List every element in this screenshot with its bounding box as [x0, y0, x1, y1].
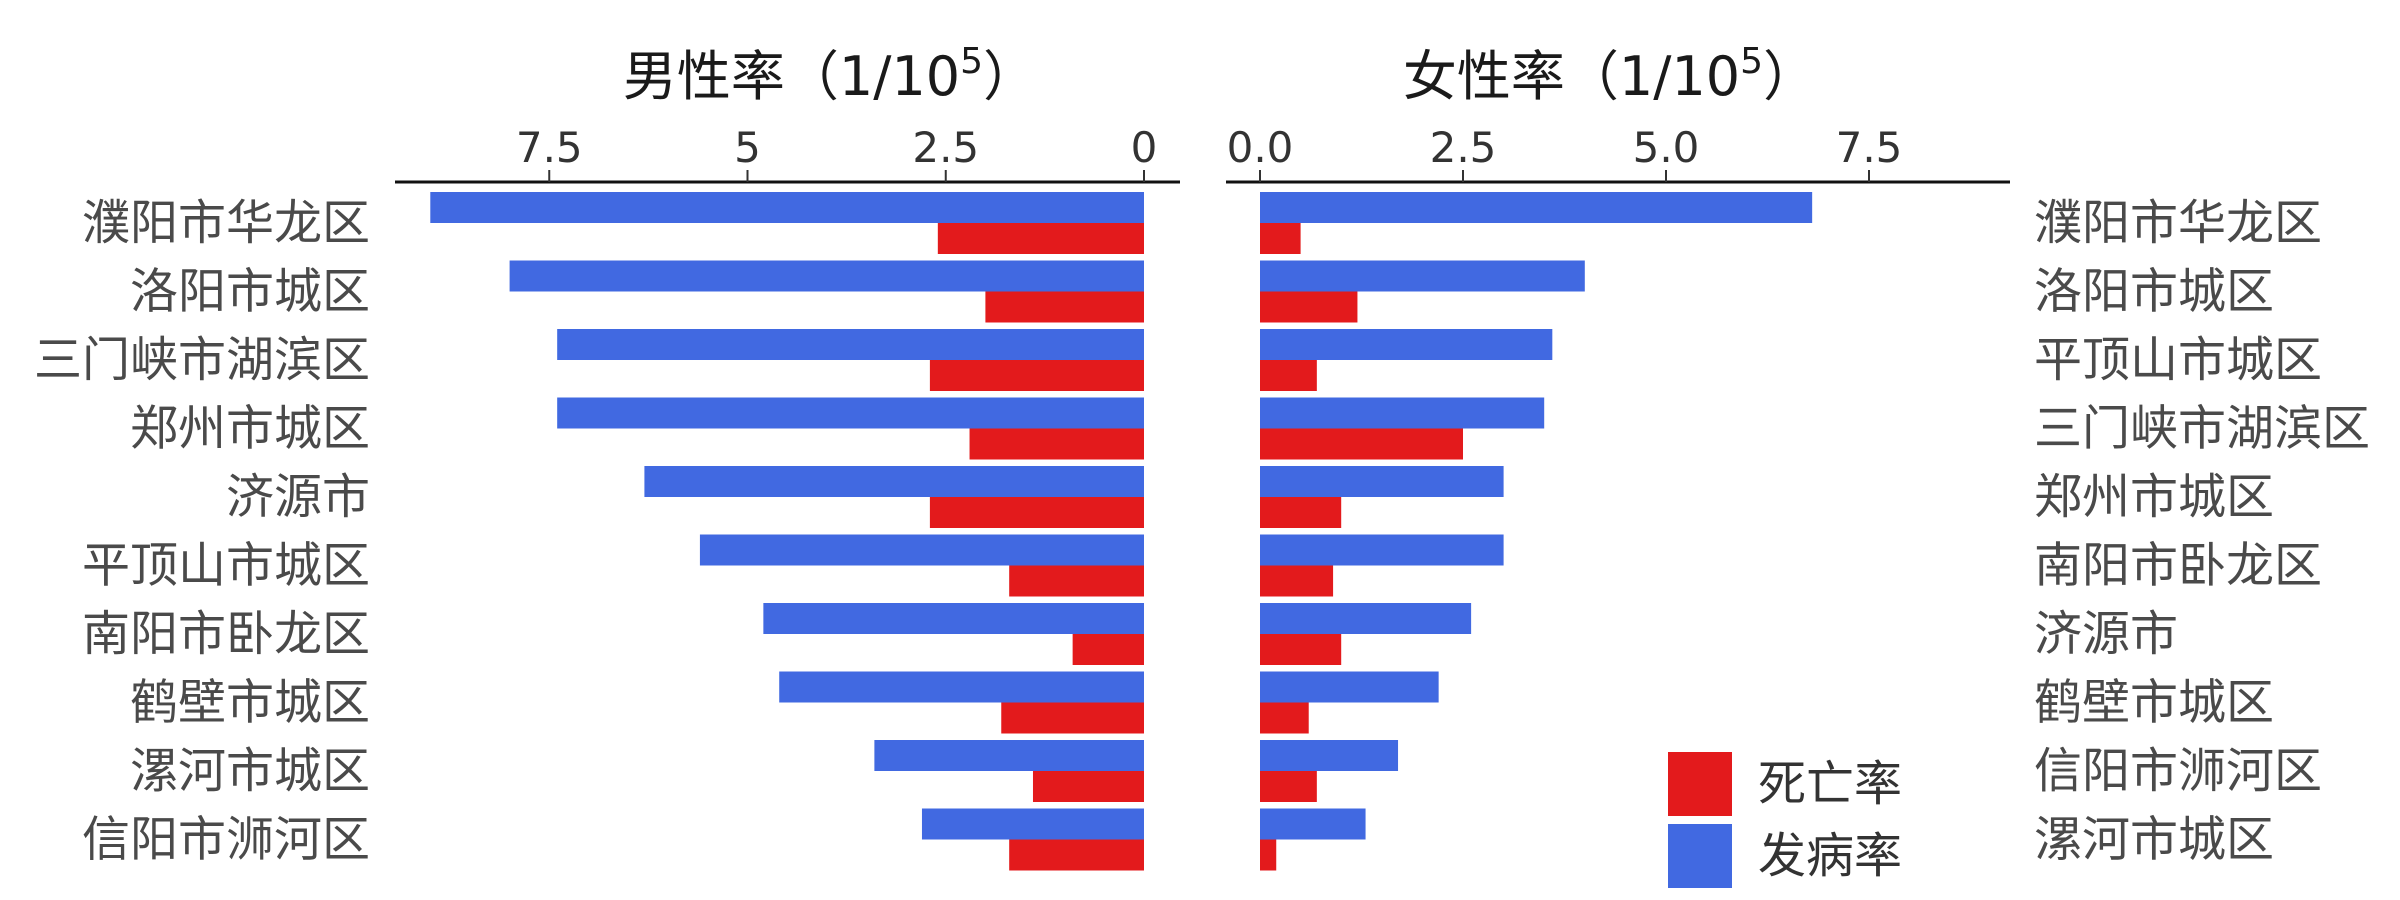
incidence-bar — [1260, 466, 1504, 497]
legend-incidence-label: 发病率 — [1758, 828, 1902, 884]
mortality-bar — [985, 291, 1144, 323]
incidence-bar — [1260, 329, 1553, 360]
category-label: 平顶山市城区 — [2034, 332, 2322, 388]
mortality-bar — [929, 360, 1144, 391]
incidence-bar — [1260, 192, 1813, 223]
mortality-bar — [929, 497, 1144, 528]
category-label: 三门峡市湖滨区 — [34, 332, 370, 388]
mortality-bar — [1260, 428, 1463, 460]
mortality-bar — [1260, 497, 1342, 528]
category-label: 南阳市卧龙区 — [82, 606, 370, 662]
category-label: 濮阳市华龙区 — [2034, 195, 2322, 251]
incidence-bar — [1260, 671, 1439, 703]
legend-incidence-swatch — [1668, 824, 1732, 888]
category-label: 漯河市城区 — [130, 743, 370, 799]
mortality-bar — [1260, 223, 1301, 254]
incidence-bar — [644, 466, 1144, 497]
legend: 死亡率 发病率 — [1668, 752, 1902, 888]
category-label: 信阳市浉河区 — [2034, 743, 2322, 799]
x-tick-label: 0 — [1131, 123, 1158, 172]
incidence-bar — [1260, 260, 1585, 292]
category-label: 郑州市城区 — [130, 401, 370, 457]
mortality-bar — [1260, 291, 1358, 323]
incidence-bar — [557, 397, 1144, 429]
category-label: 济源市 — [226, 469, 370, 525]
mortality-bar — [1260, 702, 1309, 734]
right-panel: 0.0 2.5 5.0 7.5 濮阳市华龙区洛阳市城区平顶山市城区三门峡市湖滨区郑州市城… — [1226, 123, 2370, 871]
mortality-bar — [1001, 702, 1144, 734]
incidence-bar — [1260, 534, 1504, 566]
right-panel-title: 女性率（1/105） — [1403, 41, 1817, 108]
mortality-bar — [1260, 771, 1317, 802]
category-label: 平顶山市城区 — [82, 538, 370, 594]
incidence-bar — [557, 329, 1144, 360]
x-tick-label: 5 — [734, 123, 761, 172]
category-label: 三门峡市湖滨区 — [2034, 401, 2370, 457]
incidence-bar — [1260, 808, 1366, 840]
mortality-bar — [1260, 360, 1317, 391]
category-label: 南阳市卧龙区 — [2034, 538, 2322, 594]
incidence-bar — [763, 603, 1144, 634]
mortality-bar — [1260, 839, 1277, 871]
mortality-bar — [1009, 839, 1144, 871]
incidence-bar — [779, 671, 1144, 703]
mortality-bar — [1260, 565, 1334, 597]
mortality-bar — [1032, 771, 1144, 802]
incidence-bar — [921, 808, 1144, 840]
category-label: 郑州市城区 — [2034, 469, 2274, 525]
x-tick-label: 5.0 — [1633, 123, 1700, 172]
mortality-bar — [1072, 634, 1144, 665]
category-label: 济源市 — [2034, 606, 2178, 662]
incidence-bar — [1260, 740, 1399, 771]
mortality-bar — [1009, 565, 1144, 597]
incidence-bar — [699, 534, 1144, 566]
category-label: 漯河市城区 — [2034, 812, 2274, 868]
mortality-bar — [969, 428, 1144, 460]
incidence-bar — [509, 260, 1145, 292]
mortality-bar — [937, 223, 1144, 254]
legend-mortality-swatch — [1668, 752, 1732, 816]
category-label: 鹤壁市城区 — [130, 675, 370, 731]
incidence-bar — [1260, 603, 1472, 634]
legend-mortality-label: 死亡率 — [1758, 756, 1902, 812]
mortality-bar — [1260, 634, 1342, 665]
category-label: 信阳市浉河区 — [82, 812, 370, 868]
category-label: 鹤壁市城区 — [2034, 675, 2274, 731]
incidence-bar — [1260, 397, 1545, 429]
x-tick-label: 0.0 — [1227, 123, 1294, 172]
incidence-bar — [874, 740, 1144, 771]
category-label: 洛阳市城区 — [130, 264, 370, 320]
category-label: 洛阳市城区 — [2034, 264, 2274, 320]
x-tick-label: 2.5 — [912, 123, 979, 172]
category-label: 濮阳市华龙区 — [82, 195, 370, 251]
incidence-bar — [430, 192, 1144, 223]
left-panel-title: 男性率（1/105） — [623, 41, 1037, 108]
x-tick-label: 2.5 — [1430, 123, 1497, 172]
x-tick-label: 7.5 — [516, 123, 583, 172]
x-tick-label: 7.5 — [1836, 123, 1903, 172]
left-panel: 0 2.5 5 7.5 濮阳市华龙区洛阳市城区三门峡市湖滨区郑州市城区济源市平顶山市城区… — [34, 123, 1180, 871]
